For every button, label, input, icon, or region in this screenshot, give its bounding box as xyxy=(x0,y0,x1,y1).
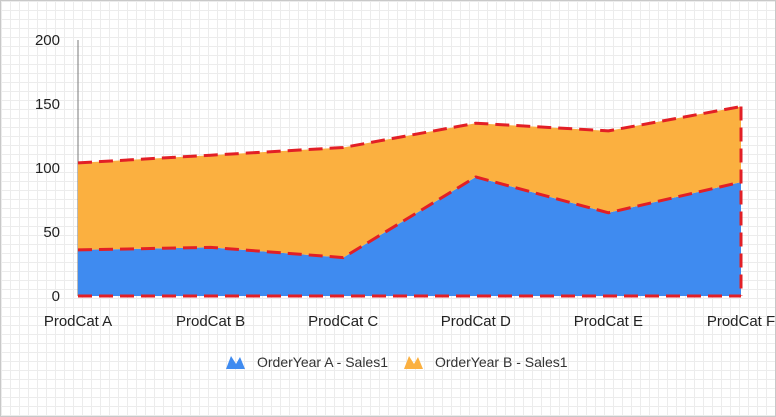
y-tick-label: 0 xyxy=(52,288,60,305)
x-tick-label: ProdCat B xyxy=(176,313,245,330)
y-tick-label: 100 xyxy=(35,160,60,177)
x-tick-label: ProdCat D xyxy=(441,313,511,330)
x-tick-label: ProdCat C xyxy=(308,313,378,330)
series-outline-1 xyxy=(77,175,742,260)
x-axis: ProdCat A ProdCat B ProdCat C ProdCat D Prod… xyxy=(44,313,775,330)
x-tick-label: ProdCat A xyxy=(44,313,112,330)
plot-outlines xyxy=(77,105,743,298)
series-outline-2 xyxy=(77,105,742,165)
x-tick-label: ProdCat E xyxy=(574,313,643,330)
y-axis: 0 50 100 150 200 xyxy=(35,32,79,305)
legend-item-1[interactable]: OrderYear A - Sales1 xyxy=(226,354,388,370)
legend-item-2[interactable]: OrderYear B - Sales1 xyxy=(404,354,568,370)
area-series-1 xyxy=(78,176,741,296)
x-tick-label: ProdCat F xyxy=(707,313,775,330)
y-tick-label: 150 xyxy=(35,96,60,113)
legend-area-icon xyxy=(226,356,245,369)
legend-label: OrderYear A - Sales1 xyxy=(257,354,388,370)
area-series-2 xyxy=(78,106,741,258)
plot-areas xyxy=(78,106,741,296)
y-tick-label: 200 xyxy=(35,32,60,49)
y-tick-label: 50 xyxy=(43,224,60,241)
legend-label: OrderYear B - Sales1 xyxy=(435,354,568,370)
legend-area-icon xyxy=(404,356,423,369)
legend: OrderYear A - Sales1 OrderYear B - Sales1 xyxy=(226,354,568,370)
